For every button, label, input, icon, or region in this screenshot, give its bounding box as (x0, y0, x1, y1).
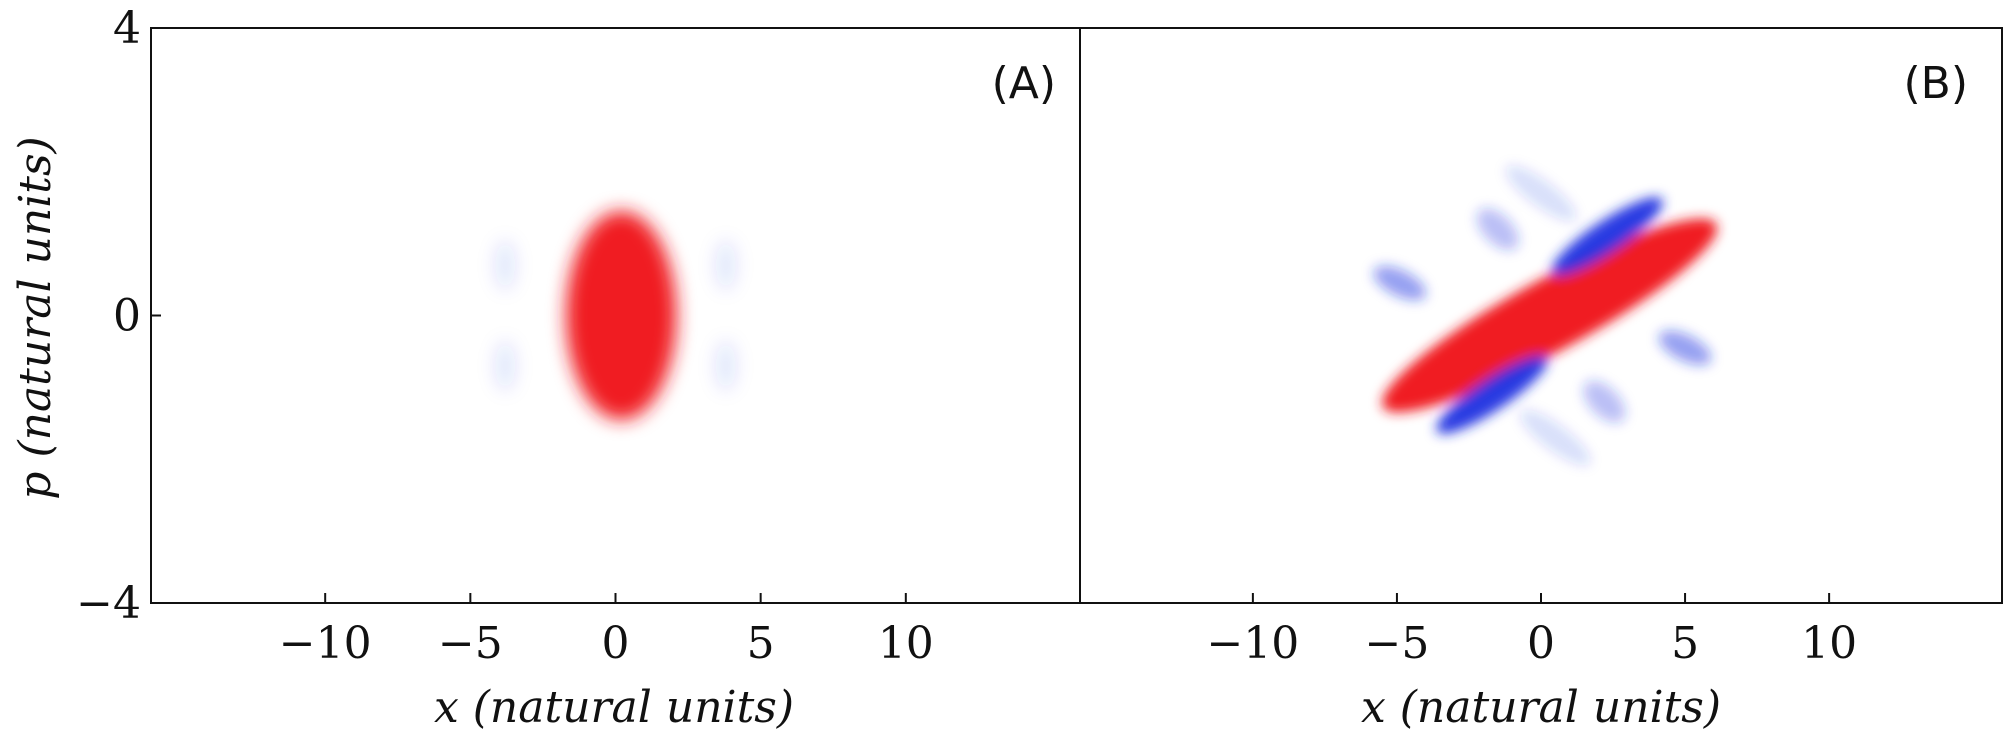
panel-b-x-tick-label: −10 (1206, 618, 1299, 669)
panel-a-x-axis-title: x (natural units) (434, 682, 794, 733)
panel-a-x-ticks: −10 −5 0 5 10 (279, 593, 934, 669)
panel-a-x-tick-label: 10 (878, 618, 934, 669)
panel-b-negative-region-4 (1658, 330, 1712, 366)
panel-b-features (1373, 165, 1718, 466)
panel-a-y-ticks: 4 0 −4 (76, 3, 161, 629)
panel-a-y-axis-title: p (natural units) (10, 136, 61, 499)
panel-a-negative-region-4 (715, 340, 736, 391)
panel-a-negative-region-3 (495, 340, 516, 391)
panel-b-heatmap (1373, 165, 1718, 466)
panel-a-features (495, 211, 736, 420)
panel-b-label: (B) (1903, 58, 1968, 109)
panel-b-negative-region-1 (1551, 197, 1663, 276)
panel-a-positive-region-0 (566, 211, 677, 420)
panel-b-x-tick-label: 10 (1801, 618, 1857, 669)
panel-b-negative-region-5 (1476, 208, 1519, 251)
panel-a-y-tick-label: 0 (113, 291, 141, 342)
panel-b-negative-region-6 (1583, 380, 1626, 423)
panel-b-x-tick-label: −5 (1365, 618, 1430, 669)
panel-a-y-tick-label: 4 (113, 3, 141, 54)
panel-b-negative-region-2 (1436, 355, 1548, 434)
panel-b-negative-region-3 (1373, 265, 1427, 301)
panel-b-negative-region-8 (1519, 409, 1591, 466)
panel-b-x-tick-label: 0 (1527, 618, 1555, 669)
panel-b-x-tick-label: 5 (1671, 618, 1699, 669)
panel-b-negative-region-7 (1505, 165, 1577, 222)
panel-a-y-tick-label: −4 (76, 578, 141, 629)
panel-a-negative-region-2 (715, 240, 736, 291)
panel-b: −10 −5 0 5 10 (B) x (natural units) (1079, 27, 2003, 733)
panel-a-x-tick-label: −10 (279, 618, 372, 669)
panel-b-positive-region-0 (1382, 218, 1718, 413)
panel-a-label: (A) (992, 58, 1056, 109)
panel-a-x-tick-label: 0 (602, 618, 630, 669)
panel-b-x-axis-title: x (natural units) (1361, 682, 1721, 733)
panel-a-x-tick-label: −5 (438, 618, 503, 669)
panel-a-heatmap (495, 211, 736, 420)
panel-a-negative-region-1 (495, 240, 516, 291)
panel-a: −10 −5 0 5 10 4 0 −4 (A) x (natural units) p (… (10, 3, 1081, 733)
panel-b-x-ticks: −10 −5 0 5 10 (1206, 593, 1857, 669)
panel-a-x-tick-label: 5 (747, 618, 775, 669)
